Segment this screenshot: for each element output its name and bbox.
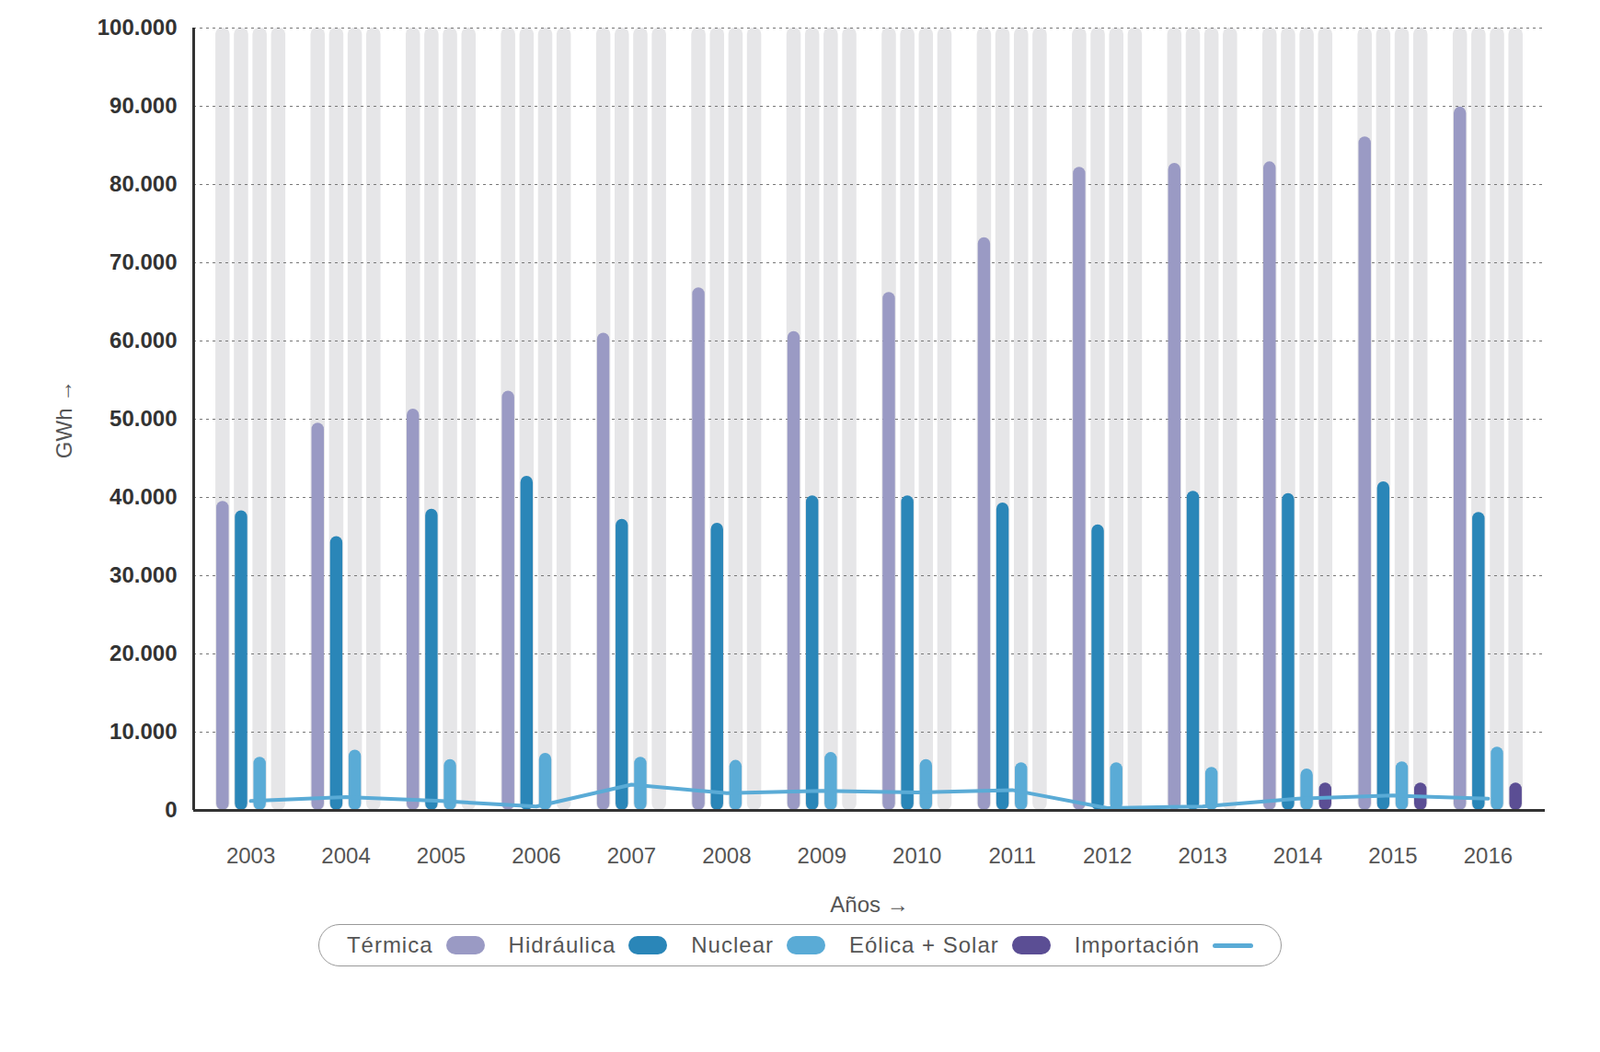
svg-text:0: 0 [164,796,177,822]
svg-text:2005: 2005 [416,842,466,868]
svg-text:50.000: 50.000 [109,405,177,431]
svg-text:Años →: Años → [829,891,909,917]
svg-text:2012: 2012 [1082,842,1132,868]
svg-text:2010: 2010 [892,842,942,868]
svg-text:2014: 2014 [1273,842,1323,868]
svg-text:100.000: 100.000 [97,14,178,40]
html-text:Térmica: Térmica [346,932,433,957]
svg-text:60.000: 60.000 [109,327,177,353]
svg-text:70.000: 70.000 [109,249,177,275]
svg-text:2003: 2003 [226,842,276,868]
svg-text:2007: 2007 [607,842,657,868]
svg-text:2006: 2006 [511,842,561,868]
svg-text:2015: 2015 [1368,842,1417,868]
svg-text:30.000: 30.000 [109,562,177,588]
svg-text:40.000: 40.000 [109,483,177,509]
html-text:Eólica + Solar: Eólica + Solar [849,932,999,957]
svg-text:2008: 2008 [702,842,751,868]
svg-text:2013: 2013 [1177,842,1227,868]
svg-text:2004: 2004 [321,842,370,868]
svg-text:2011: 2011 [988,842,1036,868]
svg-text:80.000: 80.000 [109,171,177,196]
svg-text:10.000: 10.000 [109,718,177,744]
svg-text:2009: 2009 [797,842,847,868]
html-text:Hidráulica: Hidráulica [508,932,616,957]
svg-text:90.000: 90.000 [109,92,177,118]
svg-text:20.000: 20.000 [109,640,177,666]
html-text:Nuclear: Nuclear [691,932,774,957]
svg-text:GWh →: GWh → [51,379,77,459]
svg-text:2016: 2016 [1463,842,1513,868]
html-text:Importación: Importación [1074,932,1200,957]
